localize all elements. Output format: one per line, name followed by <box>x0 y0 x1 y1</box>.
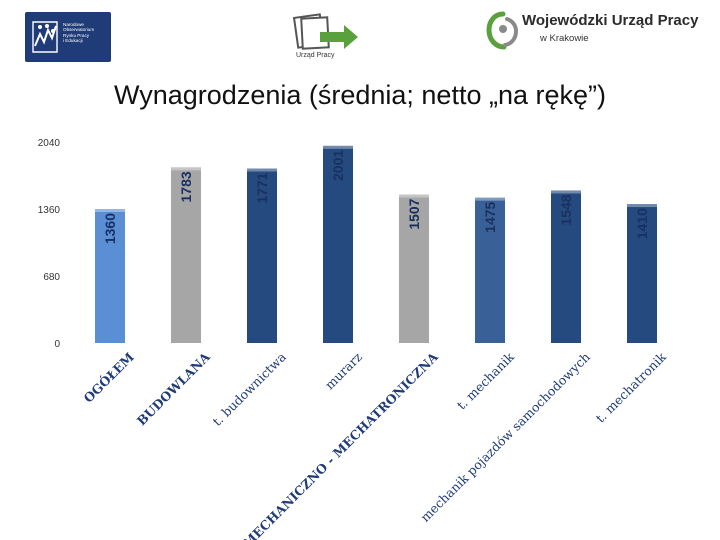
y-tick-label: 1360 <box>38 205 61 216</box>
wup-logo-icon <box>486 11 519 50</box>
bar <box>323 145 353 343</box>
logo-text-line: Narodowe <box>63 22 84 27</box>
urzad-pracy-logo: Urząd Pracy <box>282 10 374 68</box>
x-category-label: murarz <box>322 349 365 392</box>
bar <box>475 197 505 343</box>
x-category-label: t. budownictwa <box>209 349 289 429</box>
bar <box>627 204 657 343</box>
urzad-pracy-logo-icon <box>292 13 358 50</box>
logo-text-line: i Edukacji <box>63 38 83 44</box>
x-category-label: mechanik pojazdów samochodowych <box>417 349 592 524</box>
wup-logo-name: Wojewódzki Urząd Pracy <box>522 12 699 29</box>
bar-highlight <box>399 194 429 198</box>
bar <box>247 168 277 343</box>
bar <box>95 209 125 343</box>
bar <box>399 194 429 343</box>
observatory-logo-icon <box>32 21 58 53</box>
bar-value-label: 1475 <box>482 201 498 232</box>
chart-title: Wynagrodzenia (średnia; netto „na rękę”) <box>114 80 606 110</box>
bar <box>171 167 201 343</box>
wup-logo: Wojewódzki Urząd Pracy w Krakowie <box>486 8 716 54</box>
bar-value-label: 1548 <box>558 194 574 225</box>
urzad-pracy-caption: Urząd Pracy <box>296 52 335 59</box>
bar <box>551 190 581 343</box>
bar-value-label: 1360 <box>102 213 118 244</box>
x-category-label: t. mechanik <box>454 349 517 412</box>
logo-text-line: Obserwatorium <box>63 27 95 33</box>
logo-text-line: Rynku Pracy <box>63 32 90 38</box>
bar-highlight <box>95 209 125 212</box>
y-tick-label: 2040 <box>38 138 61 149</box>
bar-value-label: 1507 <box>406 198 422 229</box>
bar-highlight <box>551 190 581 194</box>
bar-highlight <box>247 168 277 172</box>
wup-logo-city: w Krakowie <box>540 33 589 44</box>
x-category-label: t. mechatronik <box>593 349 670 426</box>
y-tick-label: 0 <box>54 339 60 350</box>
bar-highlight <box>323 145 353 149</box>
observatory-logo-text: Narodowe Obserwatorium Rynku Pracy i Edu… <box>63 22 109 44</box>
x-category-label: OGÓŁEM <box>80 348 137 405</box>
bar-highlight <box>171 167 201 171</box>
bar-highlight <box>627 204 657 208</box>
bar-value-label: 1783 <box>178 171 194 202</box>
bar-value-label: 1771 <box>254 172 270 203</box>
bar-value-label: 2001 <box>330 150 346 181</box>
bar-value-label: 1410 <box>634 208 650 239</box>
x-category-label: BUDOWLANA <box>134 349 213 428</box>
observatory-logo: Narodowe Obserwatorium Rynku Pracy i Edu… <box>25 12 111 62</box>
bar-highlight <box>475 197 505 201</box>
y-tick-label: 680 <box>43 272 60 283</box>
